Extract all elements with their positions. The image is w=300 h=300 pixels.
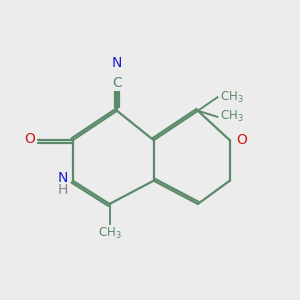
Text: CH$_3$: CH$_3$ bbox=[220, 90, 244, 105]
Text: CH$_3$: CH$_3$ bbox=[220, 109, 244, 124]
Text: O: O bbox=[24, 132, 35, 146]
Text: C: C bbox=[112, 76, 122, 91]
Text: H: H bbox=[57, 183, 68, 197]
Text: CH$_3$: CH$_3$ bbox=[98, 226, 122, 241]
Text: N: N bbox=[112, 56, 122, 70]
Text: O: O bbox=[236, 133, 247, 147]
Text: N: N bbox=[57, 171, 68, 185]
